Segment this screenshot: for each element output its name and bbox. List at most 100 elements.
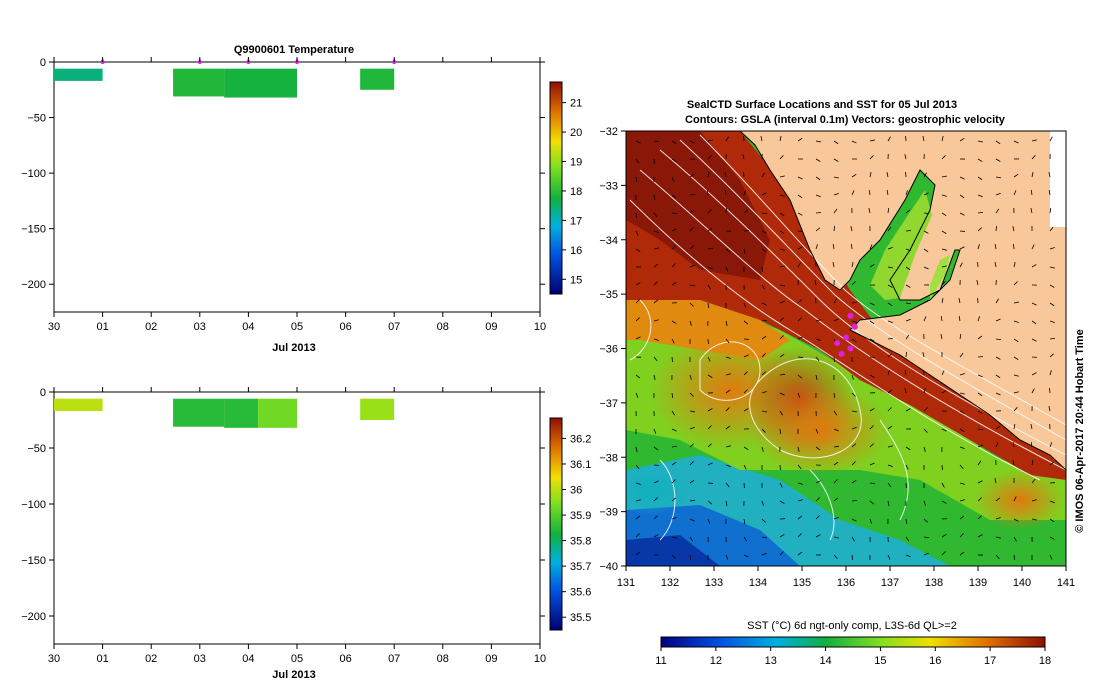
- sst-colorbar-tick-label: 13: [765, 655, 777, 667]
- velocity-vector: [887, 226, 892, 232]
- velocity-vector: [941, 551, 946, 556]
- lon-tick-label: 139: [969, 577, 987, 589]
- velocity-vector: [1012, 460, 1015, 466]
- velocity-vector: [707, 139, 713, 142]
- velocity-vector: [725, 464, 731, 467]
- velocity-vector: [887, 482, 892, 488]
- velocity-vector: [941, 175, 947, 178]
- x-tick-label: 30: [48, 321, 60, 333]
- velocity-vector: [832, 262, 835, 268]
- velocity-vector: [905, 536, 910, 542]
- velocity-vector: [761, 248, 767, 253]
- velocity-vector: [779, 194, 785, 197]
- velocity-vector: [869, 462, 875, 466]
- velocity-vector: [869, 408, 875, 412]
- map-subtitle: Contours: GSLA (interval 0.1m) Vectors: …: [685, 114, 1006, 126]
- velocity-vector: [761, 353, 766, 358]
- velocity-vector: [994, 478, 997, 484]
- temperature-bars: [54, 68, 395, 98]
- colorbar-tick-label: 19: [570, 157, 582, 169]
- velocity-vector: [707, 374, 713, 378]
- velocity-vector: [689, 392, 694, 397]
- velocity-vector: [832, 244, 835, 250]
- profile-bar: [224, 68, 297, 98]
- velocity-vector: [995, 318, 1001, 322]
- velocity-vector: [707, 425, 712, 430]
- velocity-vector: [869, 320, 875, 325]
- velocity-vector: [977, 140, 983, 143]
- velocity-vector: [833, 517, 839, 520]
- velocity-vector: [707, 408, 713, 412]
- velocity-vector: [851, 190, 855, 196]
- velocity-vector: [869, 172, 872, 178]
- velocity-vector: [887, 425, 893, 430]
- velocity-vector: [869, 443, 874, 448]
- velocity-vector: [815, 319, 821, 322]
- velocity-vector: [815, 338, 821, 341]
- velocity-vector: [635, 482, 641, 485]
- velocity-vector: [725, 207, 728, 214]
- velocity-vector: [635, 230, 639, 236]
- velocity-vector: [1013, 281, 1018, 286]
- velocity-vector: [815, 497, 820, 502]
- velocity-vector: [725, 136, 729, 142]
- x-tick-label: 30: [48, 653, 60, 665]
- velocity-vector: [797, 374, 803, 379]
- map-axes: 131 132 133 134 135 136 137 138 139 140 141 −32 −33 −…: [599, 126, 1075, 589]
- velocity-vector: [833, 225, 836, 232]
- velocity-vector: [1049, 207, 1052, 214]
- x-tick-label: 04: [242, 321, 254, 333]
- velocity-vector: [941, 428, 947, 432]
- temperature-plot-frame: [53, 61, 541, 313]
- velocity-vector: [707, 443, 712, 448]
- velocity-vector: [833, 428, 839, 432]
- velocity-vector: [959, 551, 965, 556]
- velocity-vector: [725, 248, 731, 253]
- velocity-vector: [1013, 173, 1019, 178]
- velocity-vector: [977, 158, 983, 162]
- velocity-vector: [689, 174, 695, 178]
- x-tick-label: 06: [339, 653, 351, 665]
- velocity-vector: [779, 300, 785, 304]
- sst-map-panel: SealCTD Surface Locations and SST for 05…: [599, 99, 1086, 667]
- sst-cool-patch: [626, 465, 690, 515]
- velocity-vector: [977, 194, 983, 198]
- velocity-vector: [941, 248, 947, 251]
- velocity-vector: [761, 230, 767, 234]
- velocity-vector: [851, 281, 856, 286]
- salinity-xlabel: Jul 2013: [272, 669, 315, 681]
- lat-tick-label: −39: [599, 507, 618, 519]
- velocity-vector: [1031, 172, 1034, 178]
- profile-bar: [360, 68, 395, 90]
- velocity-vector: [797, 392, 801, 398]
- velocity-vector: [959, 262, 963, 268]
- velocity-vector: [995, 338, 1002, 341]
- velocity-vector: [833, 158, 839, 162]
- velocity-vector: [779, 392, 785, 396]
- velocity-vector: [887, 353, 893, 358]
- velocity-vector: [905, 190, 908, 196]
- velocity-vector: [904, 370, 907, 376]
- velocity-vector: [635, 317, 640, 322]
- velocity-vector: [922, 352, 925, 358]
- velocity-vector: [1031, 460, 1034, 466]
- sst-warmest: [626, 131, 770, 280]
- profile-bar: [173, 68, 225, 97]
- velocity-vector: [923, 518, 928, 523]
- velocity-vector: [851, 338, 857, 343]
- velocity-vector: [1049, 518, 1055, 523]
- x-tick-label: 07: [388, 321, 400, 333]
- velocity-vector: [689, 227, 694, 232]
- velocity-vector: [797, 533, 802, 538]
- velocity-vector: [689, 302, 694, 307]
- velocity-vector: [779, 212, 785, 217]
- velocity-vector: [833, 192, 839, 196]
- velocity-vector: [923, 446, 926, 452]
- colorbar-tick-label: 36.2: [570, 433, 591, 445]
- velocity-vector: [959, 138, 965, 142]
- salinity-colorbar: [549, 417, 563, 631]
- velocity-vector: [761, 302, 767, 306]
- velocity-vector: [833, 410, 838, 416]
- velocity-vector: [779, 373, 786, 376]
- velocity-vector: [1049, 266, 1055, 269]
